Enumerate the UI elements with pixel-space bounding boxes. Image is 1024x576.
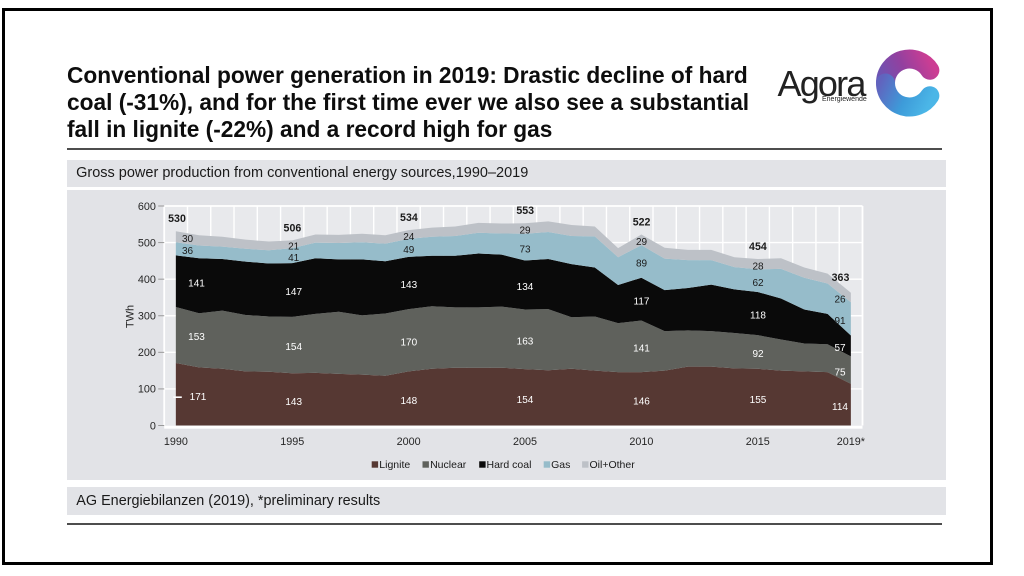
svg-text:141: 141 bbox=[633, 344, 650, 355]
svg-text:Hard coal: Hard coal bbox=[486, 459, 531, 471]
svg-text:30: 30 bbox=[181, 234, 193, 245]
svg-text:29: 29 bbox=[635, 237, 647, 248]
svg-text:2015: 2015 bbox=[745, 436, 769, 448]
svg-text:29: 29 bbox=[519, 226, 531, 237]
svg-text:454: 454 bbox=[749, 241, 767, 253]
svg-text:400: 400 bbox=[137, 274, 155, 286]
svg-text:92: 92 bbox=[752, 349, 764, 360]
svg-text:1990: 1990 bbox=[163, 436, 187, 448]
svg-text:500: 500 bbox=[137, 237, 155, 249]
svg-text:62: 62 bbox=[752, 278, 764, 289]
svg-text:118: 118 bbox=[750, 311, 766, 322]
svg-text:2005: 2005 bbox=[512, 436, 536, 448]
svg-text:75: 75 bbox=[834, 367, 846, 378]
svg-text:Agora: Agora bbox=[778, 63, 868, 104]
svg-text:114: 114 bbox=[832, 402, 848, 413]
svg-text:26: 26 bbox=[834, 295, 846, 306]
svg-text:28: 28 bbox=[752, 261, 764, 272]
svg-text:57: 57 bbox=[834, 343, 846, 354]
svg-text:Nuclear: Nuclear bbox=[430, 459, 467, 471]
svg-text:155: 155 bbox=[749, 395, 766, 406]
svg-text:154: 154 bbox=[516, 395, 533, 406]
svg-text:600: 600 bbox=[137, 201, 155, 213]
svg-text:143: 143 bbox=[400, 280, 417, 291]
svg-text:Oil+Other: Oil+Other bbox=[589, 459, 635, 471]
svg-text:24: 24 bbox=[403, 232, 415, 243]
svg-text:Lignite: Lignite bbox=[379, 459, 410, 471]
svg-text:2010: 2010 bbox=[629, 436, 653, 448]
svg-text:Gas: Gas bbox=[551, 459, 570, 471]
svg-text:148: 148 bbox=[400, 396, 417, 407]
svg-text:89: 89 bbox=[635, 259, 647, 270]
svg-text:153: 153 bbox=[188, 332, 205, 343]
svg-text:363: 363 bbox=[831, 272, 849, 284]
svg-text:506: 506 bbox=[283, 222, 301, 234]
svg-text:2000: 2000 bbox=[396, 436, 420, 448]
svg-text:TWh: TWh bbox=[124, 305, 136, 328]
svg-text:117: 117 bbox=[633, 296, 649, 307]
svg-text:Energiewende: Energiewende bbox=[822, 96, 867, 103]
svg-text:1995: 1995 bbox=[280, 436, 304, 448]
svg-text:143: 143 bbox=[285, 397, 302, 408]
svg-text:163: 163 bbox=[516, 337, 533, 348]
svg-text:21: 21 bbox=[288, 241, 300, 252]
svg-text:147: 147 bbox=[285, 287, 302, 298]
svg-text:141: 141 bbox=[188, 278, 205, 289]
svg-text:154: 154 bbox=[285, 342, 302, 353]
svg-text:530: 530 bbox=[168, 213, 186, 225]
svg-text:146: 146 bbox=[633, 397, 650, 408]
svg-text:91: 91 bbox=[834, 316, 846, 327]
svg-text:553: 553 bbox=[516, 205, 534, 217]
svg-text:100: 100 bbox=[137, 384, 155, 396]
svg-text:36: 36 bbox=[181, 246, 193, 257]
svg-text:134: 134 bbox=[516, 282, 533, 293]
svg-text:534: 534 bbox=[400, 212, 418, 224]
svg-text:0: 0 bbox=[149, 420, 155, 432]
svg-text:522: 522 bbox=[632, 217, 650, 229]
svg-text:170: 170 bbox=[400, 338, 417, 349]
svg-text:41: 41 bbox=[288, 253, 300, 264]
svg-text:300: 300 bbox=[137, 311, 155, 323]
svg-text:171: 171 bbox=[189, 392, 206, 403]
svg-text:200: 200 bbox=[137, 347, 155, 359]
svg-text:73: 73 bbox=[519, 244, 531, 255]
svg-text:49: 49 bbox=[403, 245, 415, 256]
svg-text:2019*: 2019* bbox=[836, 436, 865, 448]
